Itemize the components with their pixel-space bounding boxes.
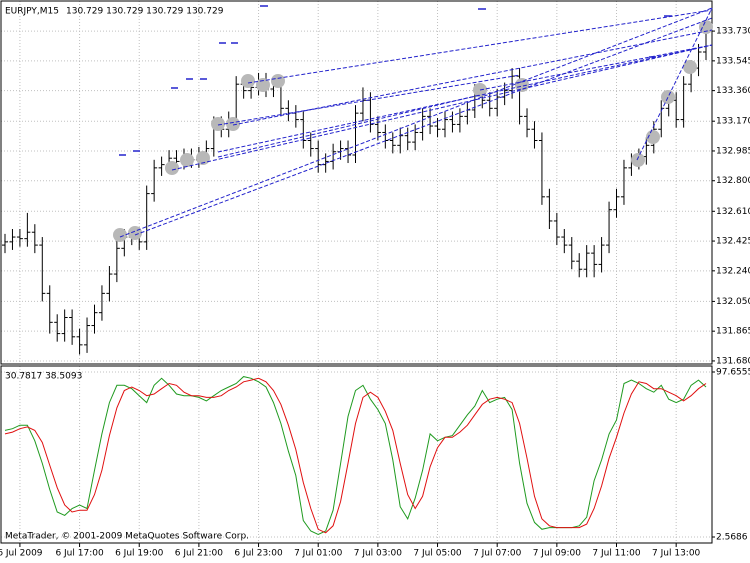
marker — [128, 226, 142, 240]
x-tick-label: 6 Jul 21:00 — [175, 549, 224, 559]
x-tick-label: 7 Jul 13:00 — [652, 549, 701, 559]
marker — [165, 161, 179, 175]
y-tick-label: 132.050 — [716, 297, 750, 307]
y-tick-label: 131.680 — [716, 356, 750, 366]
trend-line — [232, 29, 713, 126]
chart-title: EURJPY,M15 — [5, 7, 59, 17]
panel-frame — [0, 365, 713, 544]
x-tick-label: 7 Jul 01:00 — [294, 549, 343, 559]
marker — [226, 117, 240, 131]
x-tick-label: 7 Jul 03:00 — [354, 549, 403, 559]
marker — [661, 90, 675, 104]
trend-line — [479, 44, 713, 91]
x-tick-label: 6 Jul 17:00 — [55, 549, 104, 559]
y-tick-label: 2.5686 — [716, 532, 748, 542]
panel-frame — [0, 0, 713, 365]
chart-subtitle: 130.729 130.729 130.729 130.729 — [66, 7, 224, 17]
y-tick-label: 132.240 — [716, 266, 750, 276]
trend-line — [217, 94, 481, 158]
marker — [180, 153, 194, 167]
indicator-values: 30.7817 38.5093 — [5, 372, 82, 382]
marker — [271, 74, 285, 88]
trend-line — [134, 17, 713, 236]
y-tick-label: 133.730 — [716, 27, 750, 37]
trend-line — [636, 7, 713, 161]
copyright: MetaTrader, © 2001-2009 MetaQuotes Softw… — [5, 532, 249, 542]
marker — [211, 117, 225, 131]
y-tick-label: 97.6555 — [716, 367, 750, 377]
x-tick-label: 7 Jul 11:00 — [592, 549, 641, 559]
marker — [196, 151, 210, 165]
y-tick-label: 133.360 — [716, 86, 750, 96]
marker — [631, 153, 645, 167]
x-tick-label: 6 Jul 23:00 — [234, 549, 283, 559]
x-tick-label: 7 Jul 07:00 — [473, 549, 522, 559]
y-tick-label: 132.800 — [716, 176, 750, 186]
marker — [113, 228, 127, 242]
y-tick-label: 133.545 — [716, 56, 750, 66]
y-tick-label: 132.425 — [716, 237, 750, 247]
marker — [699, 20, 713, 34]
marker — [683, 60, 697, 74]
trend-line — [119, 7, 713, 238]
x-tick-label: 7 Jul 09:00 — [533, 549, 582, 559]
x-tick-label: 6 Jul 19:00 — [115, 549, 164, 559]
y-tick-label: 133.170 — [716, 117, 750, 127]
y-tick-label: 132.610 — [716, 207, 750, 217]
signal-markers — [113, 5, 713, 242]
x-tick-label: 6 Jul 2009 — [0, 549, 43, 559]
stochastic-line — [4, 376, 707, 536]
marker — [646, 130, 660, 144]
x-tick-label: 7 Jul 05:00 — [413, 549, 462, 559]
trend-line — [217, 74, 521, 126]
y-tick-label: 131.865 — [716, 327, 750, 337]
trend-line — [171, 44, 713, 171]
y-tick-label: 132.985 — [716, 146, 750, 156]
trend-line — [247, 9, 713, 84]
marker — [256, 78, 270, 92]
marker — [241, 74, 255, 88]
stochastic-line — [4, 377, 707, 534]
